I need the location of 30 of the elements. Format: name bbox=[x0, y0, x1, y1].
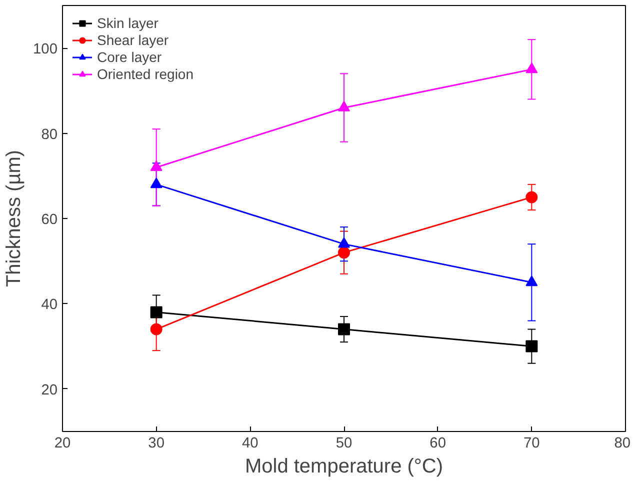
legend-label: Oriented region bbox=[97, 66, 194, 82]
x-tick-label: 20 bbox=[54, 436, 71, 452]
x-axis-title: Mold temperature (°C) bbox=[244, 456, 444, 478]
point bbox=[338, 246, 350, 259]
y-axis-title: Thickness (µm) bbox=[3, 150, 26, 288]
legend-label: Shear layer bbox=[97, 32, 169, 48]
point bbox=[150, 178, 162, 188]
point bbox=[526, 191, 538, 204]
point bbox=[526, 62, 538, 74]
y-tick-label: 40 bbox=[41, 297, 58, 314]
x-tick-label: 60 bbox=[430, 436, 446, 452]
point bbox=[526, 276, 538, 286]
point bbox=[150, 323, 162, 336]
x-tick-label: 70 bbox=[524, 436, 540, 452]
x-tick-label: 50 bbox=[336, 436, 352, 452]
y-tick-label: 80 bbox=[41, 126, 58, 143]
point bbox=[338, 237, 350, 248]
y-tick-label: 100 bbox=[33, 42, 58, 58]
x-tick-label: 40 bbox=[242, 436, 258, 452]
y-tick-label: 60 bbox=[41, 212, 58, 228]
point bbox=[150, 160, 162, 172]
point bbox=[338, 100, 350, 112]
point bbox=[150, 306, 162, 318]
legend-label: Core layer bbox=[97, 49, 162, 65]
x-tick-label: 30 bbox=[148, 436, 164, 452]
x-tick-label: 80 bbox=[614, 436, 631, 452]
legend-label: Skin layer bbox=[97, 15, 158, 31]
point bbox=[338, 323, 350, 336]
y-tick-label: 20 bbox=[41, 382, 58, 398]
point bbox=[526, 340, 538, 352]
